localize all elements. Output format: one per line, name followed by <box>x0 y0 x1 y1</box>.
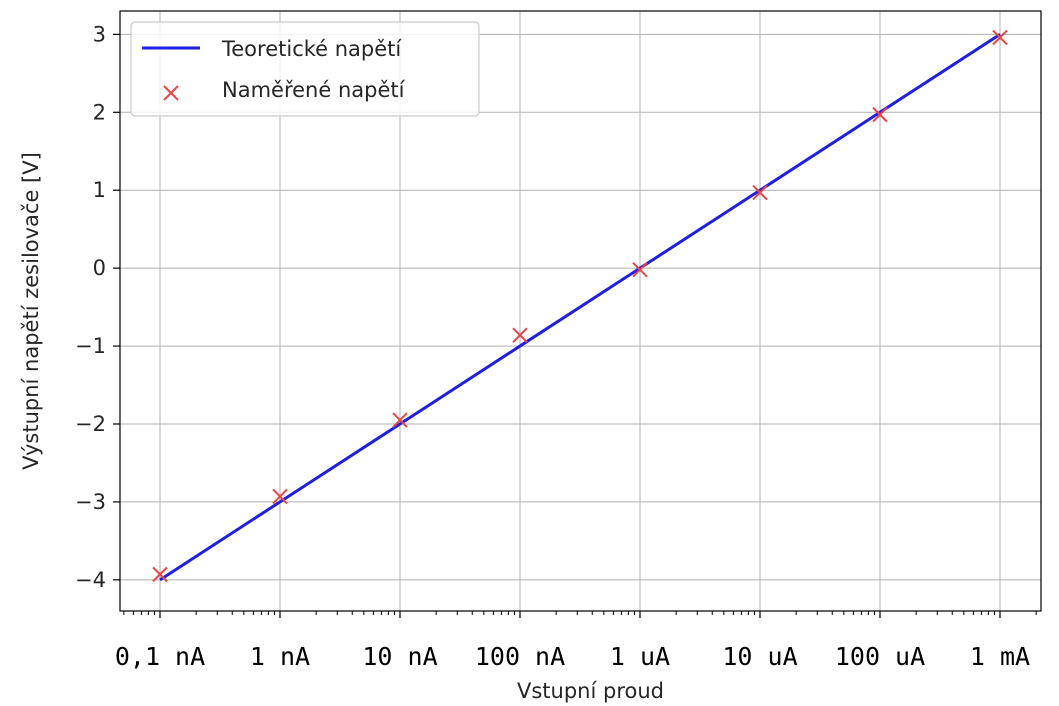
marker-stroke <box>992 29 1008 46</box>
data-marker-namerene <box>992 29 1008 46</box>
y-axis-label: Výstupní napětí zesilovače [V] <box>19 152 43 470</box>
data-marker-namerene <box>392 412 408 428</box>
x-tick-label: 10 uA <box>722 642 797 671</box>
marker-stroke <box>152 566 168 583</box>
legend-marker-swatch <box>163 85 179 101</box>
data-marker-namerene <box>632 261 648 278</box>
data-marker-namerene <box>512 327 528 343</box>
major-ticks <box>113 33 1001 618</box>
marker-stroke <box>392 412 408 428</box>
data-marker-namerene <box>752 184 768 201</box>
x-tick-label: 1 mA <box>970 642 1030 671</box>
x-tick-label: 1 uA <box>610 642 670 671</box>
legend-label-namerene: Naměřené napětí <box>222 78 406 102</box>
y-tick-labels: −4 −3 −2 −1 0 1 2 3 <box>75 22 106 591</box>
series <box>152 29 1008 583</box>
x-tick-label: 100 nA <box>475 642 565 671</box>
marker-stroke <box>872 106 888 123</box>
y-tick-label: −3 <box>75 490 106 514</box>
x-tick-label: 100 uA <box>835 642 925 671</box>
minor-ticks <box>123 611 1037 615</box>
x-axis-label: Vstupní proud <box>517 679 664 703</box>
marker-stroke <box>272 488 288 505</box>
plot-area-frame <box>119 10 1042 612</box>
x-tick-labels: 0,1 nA 1 nA 10 nA 100 nA 1 uA 10 uA 100 uA 1 mA <box>115 642 1030 671</box>
y-tick-label: 2 <box>93 100 106 124</box>
legend-label-teoreticke: Teoretické napětí <box>221 37 402 61</box>
y-tick-label: 3 <box>93 22 106 46</box>
y-tick-label: −2 <box>75 412 106 436</box>
y-tick-label: −1 <box>75 334 106 358</box>
data-marker-namerene <box>872 106 888 123</box>
legend-box <box>130 21 480 117</box>
x-tick-label: 10 nA <box>362 642 437 671</box>
series-line-teoreticke <box>159 33 1001 582</box>
legend: Teoretické napětí Naměřené napětí <box>130 21 480 117</box>
marker-stroke <box>752 184 768 201</box>
y-tick-label: −4 <box>75 568 106 592</box>
y-tick-label: 0 <box>93 256 106 280</box>
marker-stroke <box>632 261 648 278</box>
data-marker-namerene <box>152 566 168 583</box>
marker-stroke <box>163 85 179 101</box>
data-marker-namerene <box>272 488 288 505</box>
grid <box>120 11 1041 611</box>
marker-stroke <box>512 327 528 343</box>
y-tick-label: 1 <box>93 178 106 202</box>
x-tick-label: 1 nA <box>250 642 310 671</box>
x-tick-label: 0,1 nA <box>115 642 205 671</box>
